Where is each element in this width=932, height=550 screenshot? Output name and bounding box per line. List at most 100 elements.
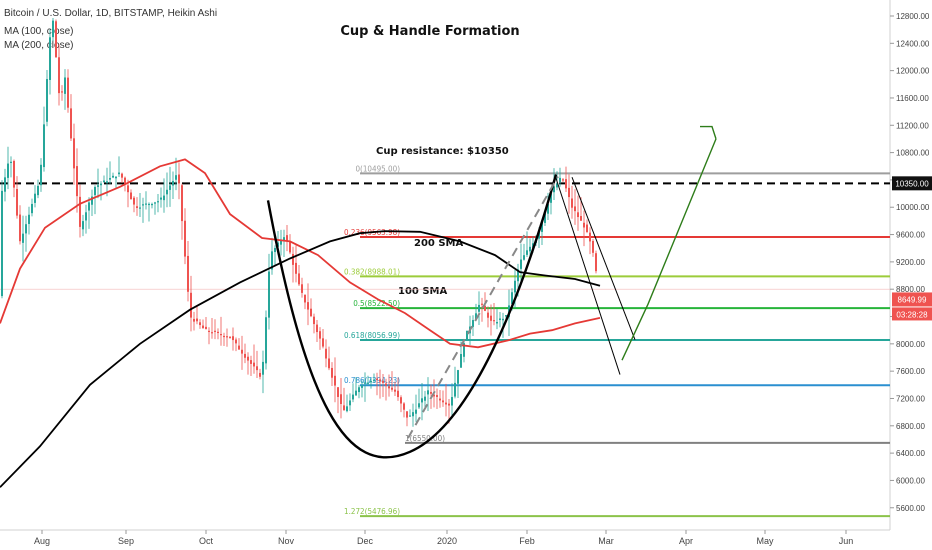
candle-body (355, 390, 357, 396)
candle-body (391, 387, 393, 390)
candle-body (577, 212, 579, 218)
candle-body (322, 338, 324, 347)
candle-body (25, 224, 27, 234)
candle-body (79, 196, 81, 227)
candle-body (103, 180, 105, 183)
candle-body (436, 395, 438, 397)
candle-body (271, 251, 273, 270)
x-tick-label: Oct (199, 536, 214, 546)
rising-trendline (407, 176, 559, 439)
candle-body (190, 292, 192, 318)
candle-body (589, 232, 591, 242)
x-tick-label: Mar (598, 536, 614, 546)
cup-resistance-label: Cup resistance: $10350 (376, 146, 509, 157)
fib-level-label: 0.5(8522.50) (353, 299, 400, 308)
candle-body (316, 324, 318, 333)
candle-body (259, 372, 261, 377)
candle-body (280, 240, 282, 245)
candle-body (109, 178, 111, 180)
candle-body (571, 198, 573, 208)
candle-body (415, 409, 417, 414)
candle-body (319, 331, 321, 339)
candle-body (418, 403, 420, 408)
candle-body (1, 190, 3, 297)
handle-channel-lower (571, 177, 636, 340)
x-tick-label: Dec (357, 536, 374, 546)
candle-body (49, 37, 51, 80)
countdown-badge (892, 307, 932, 321)
candle-body (64, 77, 66, 94)
y-tick-label: 6000.00 (896, 476, 925, 485)
candle-body (268, 271, 270, 318)
candle-body (238, 345, 240, 350)
x-tick-label: Feb (519, 536, 535, 546)
candle-body (307, 302, 309, 310)
candle-body (70, 108, 72, 139)
candle-body (100, 183, 102, 186)
candle-body (343, 405, 345, 411)
candle-body (556, 183, 558, 188)
candle-body (379, 379, 381, 382)
candle-body (448, 403, 450, 406)
fib-level-label: 0.382(8988.01) (344, 267, 400, 276)
candle-body (217, 331, 219, 334)
candle-body (142, 204, 144, 206)
x-tick-label: Apr (679, 536, 693, 546)
candle-body (385, 383, 387, 386)
candle-body (157, 201, 159, 203)
candle-body (253, 362, 255, 367)
ma200-line (0, 230, 601, 488)
sma200-label: 200 SMA (414, 238, 464, 249)
candle-body (52, 20, 54, 38)
projection-arrow (621, 138, 717, 361)
candle-body (532, 243, 534, 248)
candle-body (148, 203, 150, 206)
candle-body (94, 186, 96, 196)
candle-body (289, 241, 291, 253)
candle-body (145, 203, 147, 205)
candle-body (82, 221, 84, 230)
candle-body (187, 255, 189, 292)
candle-body (196, 318, 198, 322)
resistance-badge (892, 176, 932, 191)
ma100-legend[interactable]: MA (100, close) (4, 26, 74, 37)
candle-body (439, 398, 441, 401)
sma100-label: 100 SMA (398, 286, 448, 297)
candle-body (595, 253, 597, 272)
candle-body (376, 378, 378, 380)
y-tick-label: 11600.00 (896, 94, 929, 103)
y-tick-label: 8000.00 (896, 340, 925, 349)
y-tick-label: 8800.00 (896, 285, 925, 294)
candle-body (205, 326, 207, 329)
symbol-title: Bitcoin / U.S. Dollar, 1D, BITSTAMP, Hei… (4, 8, 218, 19)
x-tick-label: May (756, 536, 774, 546)
candle-body (364, 382, 366, 384)
y-tick-label: 12400.00 (896, 39, 930, 48)
ma200-legend[interactable]: MA (200, close) (4, 40, 74, 51)
fib-level-label: 0.786(7394.23) (344, 376, 400, 385)
x-tick-label: Jun (839, 536, 854, 546)
candle-body (373, 379, 375, 382)
y-tick-label: 5600.00 (896, 504, 925, 513)
candle-body (499, 318, 501, 320)
chart-title: Cup & Handle Formation (340, 24, 520, 39)
candle-body (475, 313, 477, 321)
price-badge (892, 292, 932, 307)
candle-body (127, 185, 129, 193)
candle-body (529, 246, 531, 252)
candle-body (331, 367, 333, 378)
candle-body (502, 318, 504, 321)
candle-body (229, 336, 231, 338)
y-tick-label: 6400.00 (896, 449, 925, 458)
candle-body (361, 385, 363, 388)
candle-body (277, 242, 279, 247)
candle-body (40, 164, 42, 186)
candle-body (55, 21, 57, 58)
candle-body (172, 180, 174, 186)
candle-body (466, 330, 468, 340)
x-tick-label: Aug (34, 536, 50, 546)
candle-body (202, 325, 204, 329)
candle-body (304, 295, 306, 303)
candle-body (178, 174, 180, 184)
